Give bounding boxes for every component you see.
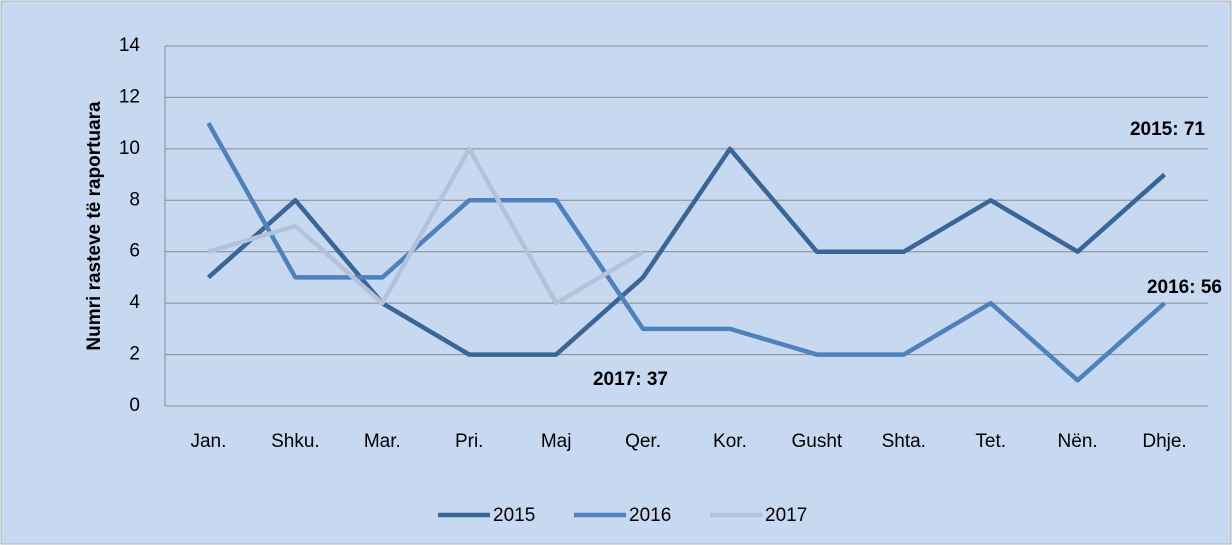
x-tick-label: Nën. [1058,431,1098,452]
y-tick-label: 4 [129,292,140,313]
x-tick-label: Qer. [625,431,661,452]
x-tick-label: Mar. [364,431,401,452]
y-tick-label: 14 [119,35,141,56]
y-axis-label: Numri rasteve të raportuara [84,101,105,351]
y-tick-label: 0 [129,395,140,416]
x-tick-label: Tet. [975,431,1006,452]
legend-label: 2016 [629,505,671,526]
annotation: 2015: 71 [1130,119,1205,140]
y-tick-label: 2 [129,344,140,365]
y-tick-label: 8 [129,189,140,210]
series-line [206,122,1167,383]
x-tick-label: Jan. [190,431,226,452]
legend-label: 2015 [493,505,535,526]
x-tick-label: Shku. [271,431,320,452]
y-tick-label: 10 [119,138,140,159]
x-tick-label: Shta. [882,431,926,452]
x-tick-label: Pri. [455,431,484,452]
series-line [206,146,1167,357]
series-line [207,146,645,306]
annotation: 2017: 37 [593,369,668,390]
legend-label: 2017 [765,505,807,526]
annotation: 2016: 56 [1147,277,1222,298]
x-tick-label: Kor. [713,431,747,452]
x-tick-label: Gusht [792,431,843,452]
y-tick-label: 6 [129,241,140,262]
x-tick-label: Maj [541,431,572,452]
y-tick-label: 12 [119,86,140,107]
x-tick-label: Dhje. [1142,431,1186,452]
